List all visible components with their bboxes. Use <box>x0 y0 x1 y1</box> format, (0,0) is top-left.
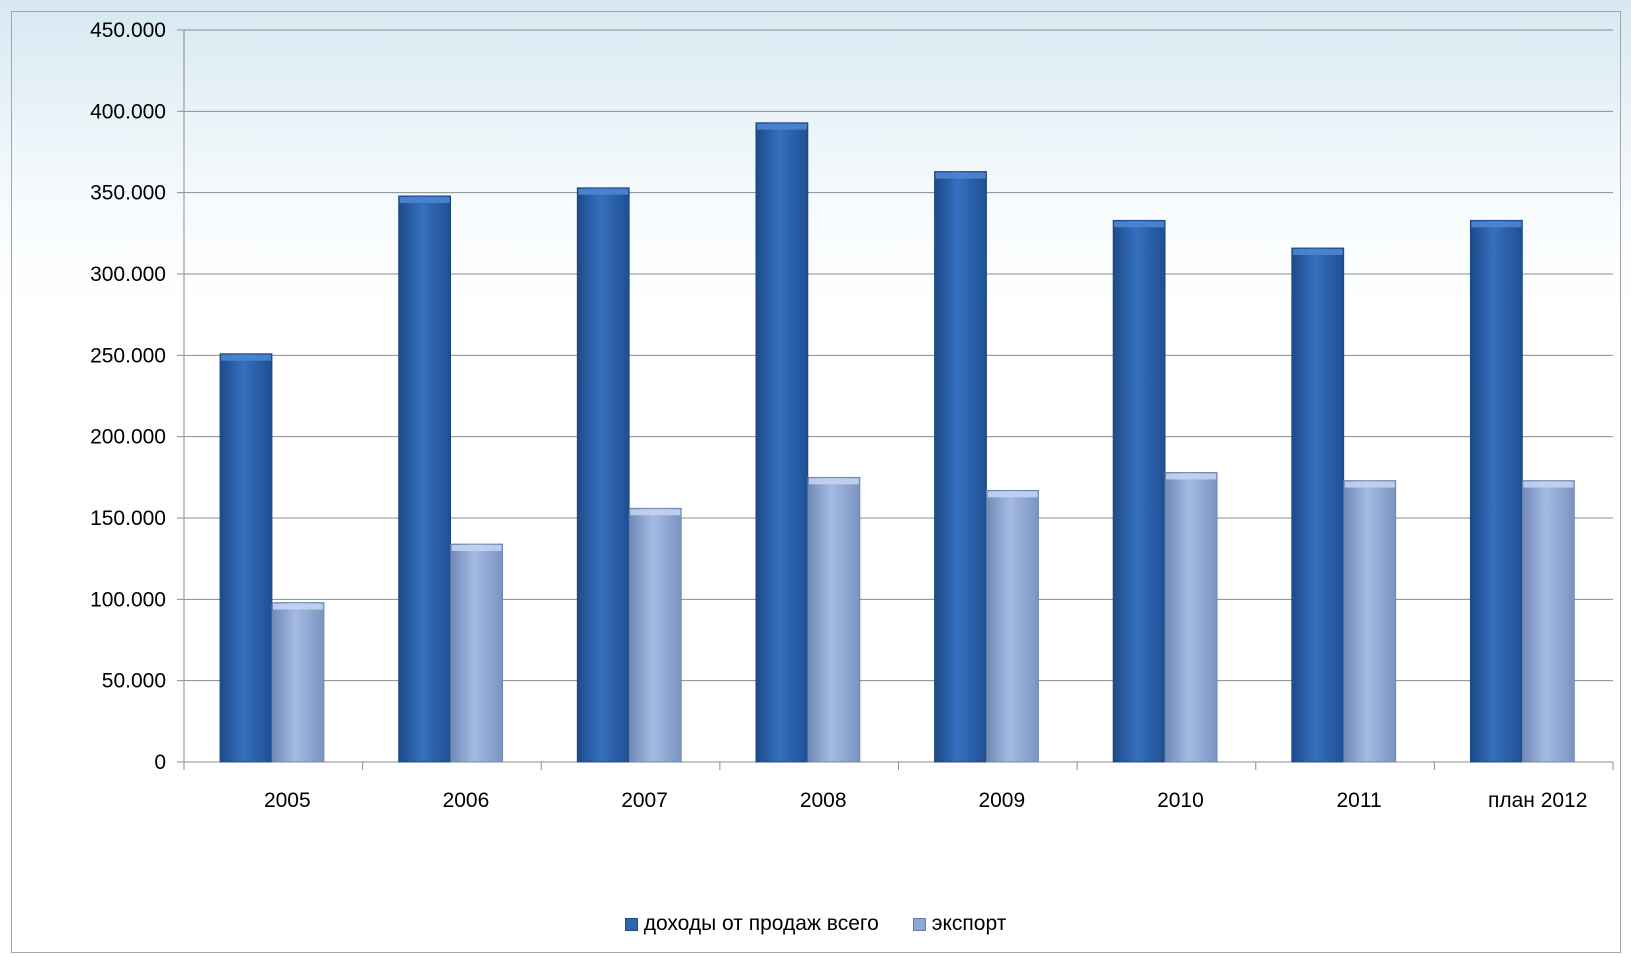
y-tick-label: 300.000 <box>90 263 166 286</box>
axes <box>177 29 1614 770</box>
bar-sales <box>219 353 273 763</box>
y-tick-label: 450.000 <box>90 19 166 42</box>
bar-export-cap <box>630 509 681 516</box>
y-tick-label: 150.000 <box>90 507 166 530</box>
legend-swatch-export <box>912 917 926 931</box>
y-tick-label: 400.000 <box>90 100 166 123</box>
bar-sales <box>398 195 452 763</box>
bar-export <box>807 476 861 763</box>
y-tick-label: 250.000 <box>90 344 166 367</box>
bar-sales <box>755 122 809 763</box>
bar-export-cap <box>1344 481 1395 488</box>
bar-sales-cap <box>578 188 629 195</box>
tick-labels: 0 50.000 100.000 150.000 200.000 250.000 300.0… <box>90 19 1587 812</box>
bar-sales-cap <box>1471 221 1522 228</box>
x-tick-label: план 2012 <box>1488 789 1587 812</box>
legend-item-export: экспорт <box>912 912 1007 936</box>
x-tick-label: 2006 <box>443 789 490 812</box>
bar-sales <box>1291 247 1345 763</box>
bar-export <box>1164 472 1218 763</box>
bar-sales-cap <box>399 196 450 203</box>
bar-sales-cap <box>221 354 271 361</box>
chart-frame <box>11 11 1621 953</box>
bar-sales-cap <box>1114 221 1165 228</box>
bar-sales <box>1469 219 1523 763</box>
y-tick-label: 0 <box>154 751 166 774</box>
y-tick-label: 200.000 <box>90 426 166 449</box>
x-tick-label: 2010 <box>1157 789 1204 812</box>
x-tick-label: 2011 <box>1336 789 1381 812</box>
y-tick-label: 50.000 <box>102 670 166 693</box>
bar-export <box>450 543 504 763</box>
legend-label-sales: доходы от продаж всего <box>643 912 879 935</box>
bar-export <box>628 507 682 763</box>
bar-export-cap <box>987 491 1038 498</box>
bar-sales-cap <box>756 123 807 130</box>
legend-swatch-sales <box>624 917 638 931</box>
bar-export-cap <box>1523 481 1574 488</box>
bar-sales <box>934 171 987 763</box>
legend: доходы от продаж всего экспорт <box>0 912 1631 936</box>
bar-export-cap <box>808 478 859 485</box>
bar-sales <box>1112 219 1166 763</box>
x-tick-label: 2005 <box>264 789 311 812</box>
bar-sales-cap <box>935 172 986 179</box>
bar-export-cap <box>273 603 323 610</box>
bar-export <box>986 489 1039 763</box>
x-tick-label: 2007 <box>621 789 668 812</box>
bar-sales-cap <box>1292 248 1343 255</box>
bar-export <box>271 602 325 763</box>
bar-export <box>1343 480 1397 763</box>
x-tick-label: 2009 <box>978 789 1025 812</box>
bar-export <box>1521 480 1575 763</box>
legend-item-sales: доходы от продаж всего <box>624 912 879 936</box>
y-tick-label: 100.000 <box>90 588 166 611</box>
bar-export-cap <box>1166 473 1217 480</box>
legend-label-export: экспорт <box>931 912 1007 935</box>
bar-export-cap <box>451 545 502 552</box>
x-tick-label: 2008 <box>800 789 847 812</box>
y-tick-label: 350.000 <box>90 182 166 205</box>
bar-sales <box>576 187 630 763</box>
bars <box>219 122 1575 763</box>
